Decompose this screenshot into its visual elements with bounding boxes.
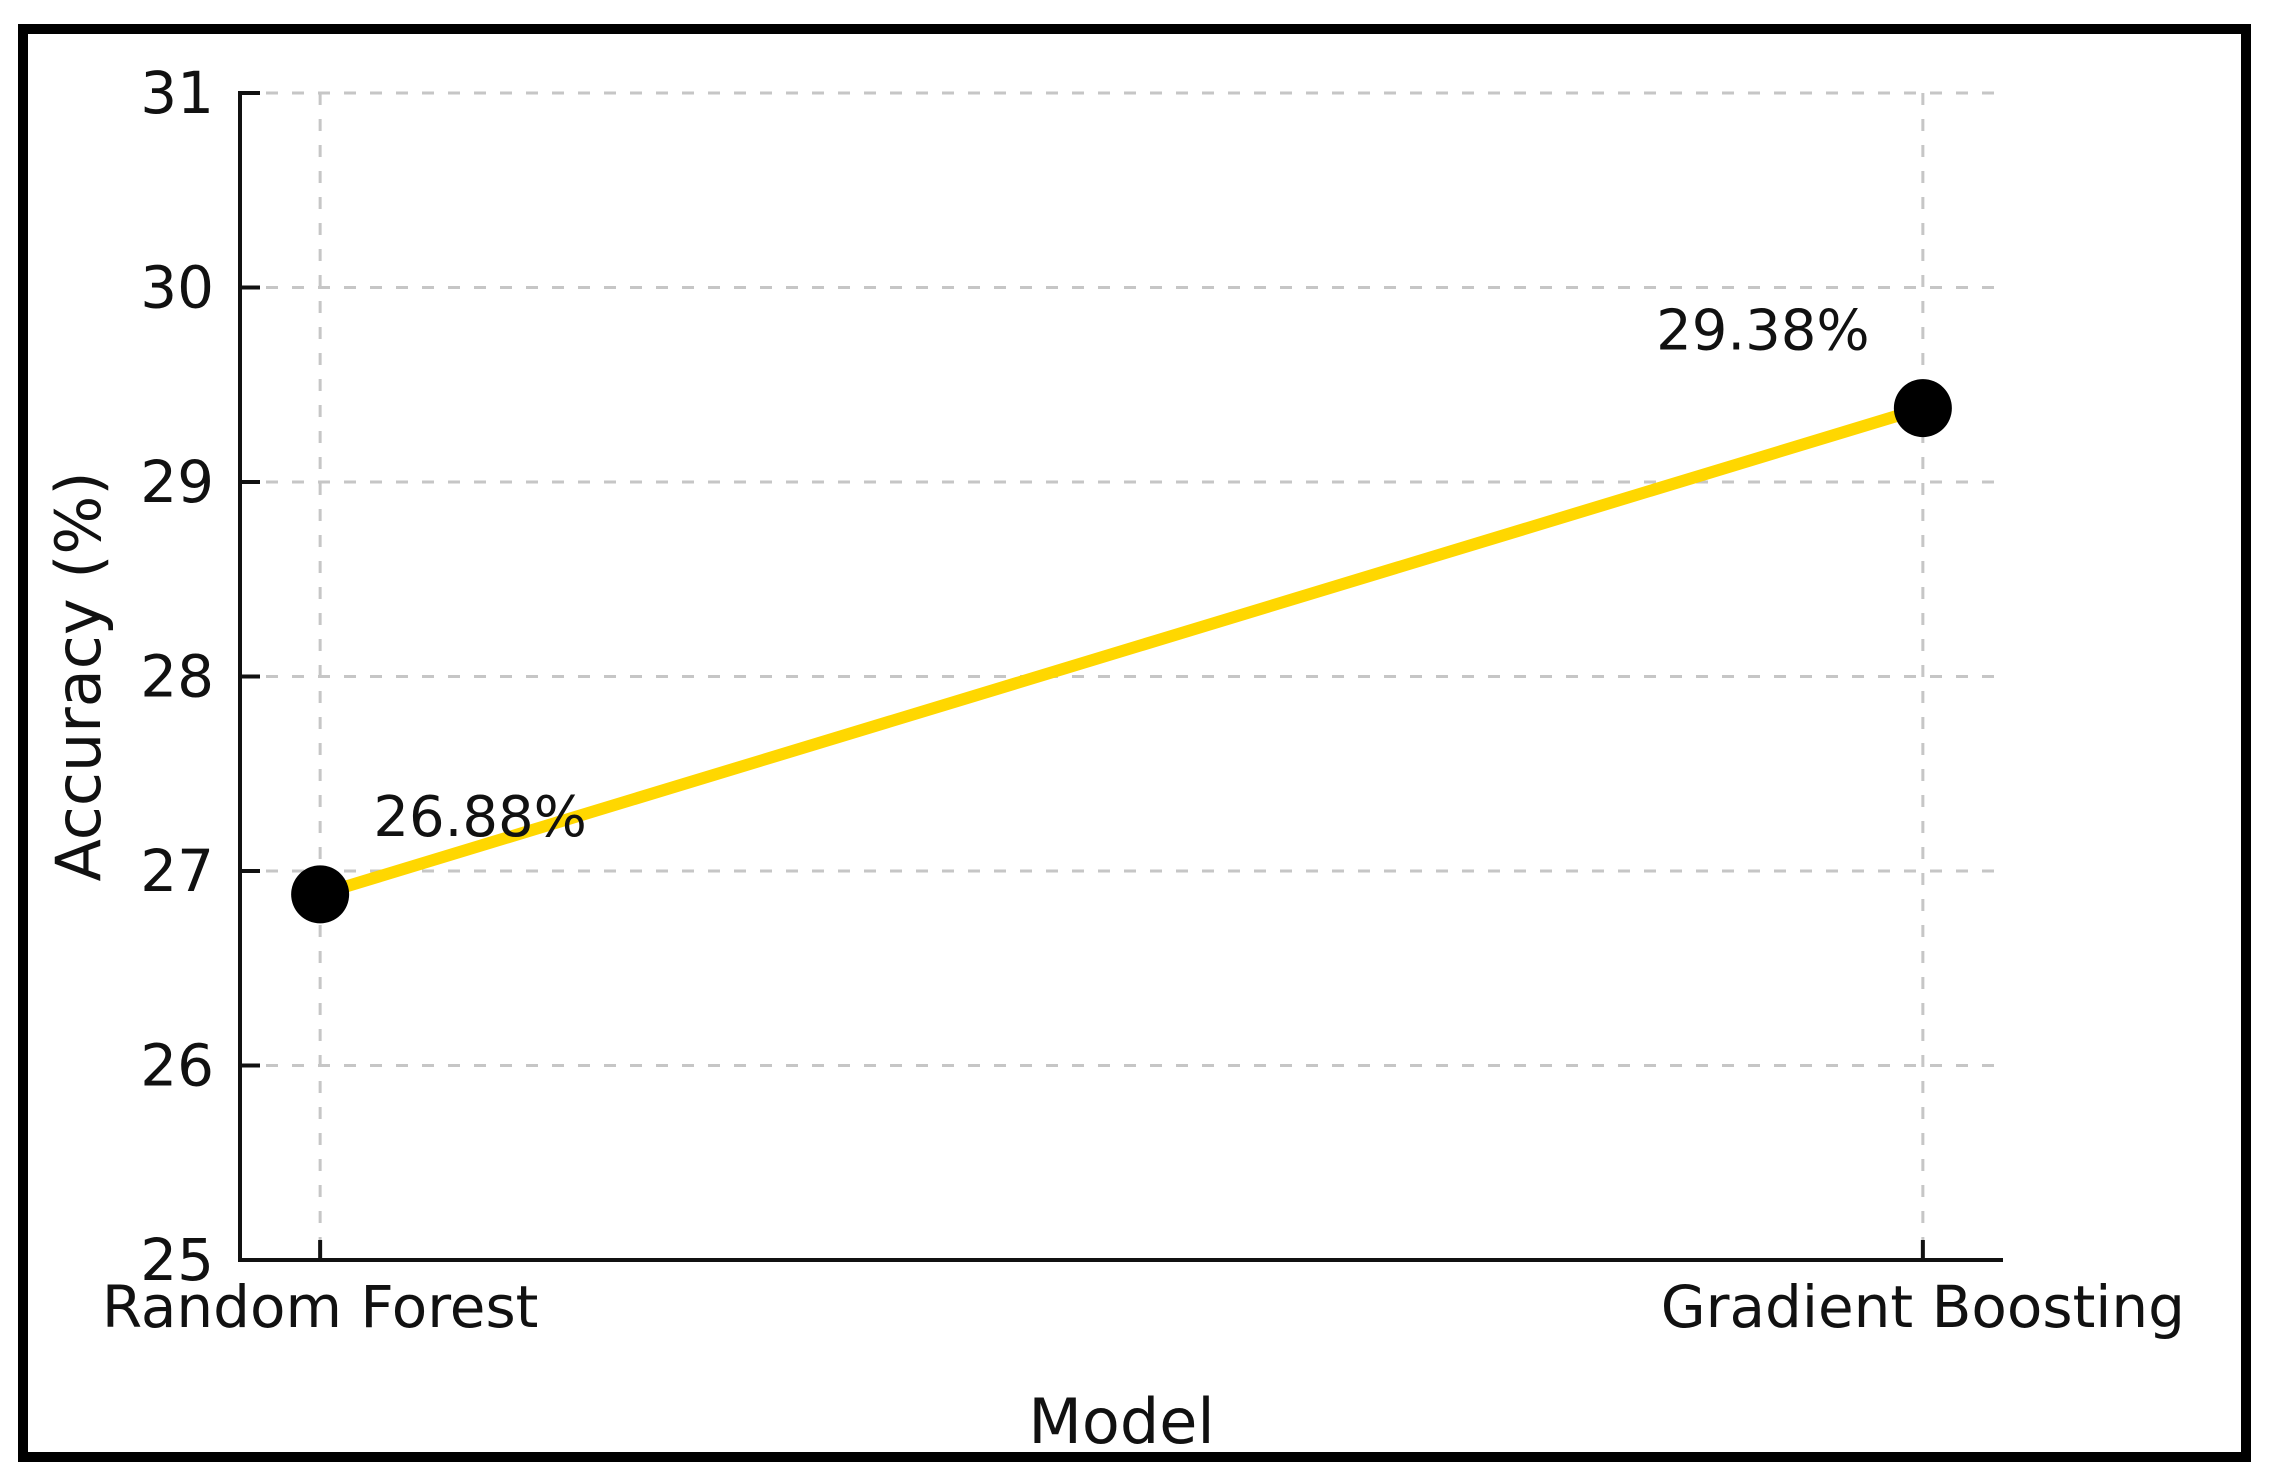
y-tick-label: 27 bbox=[140, 837, 214, 905]
y-tick-label: 31 bbox=[140, 59, 214, 127]
data-point-marker bbox=[1893, 379, 1952, 438]
grid-layer bbox=[240, 91, 2003, 1260]
figure-border bbox=[18, 24, 2251, 1462]
data-layer bbox=[291, 379, 1952, 924]
tick-layer bbox=[240, 91, 1925, 1262]
y-tick-label: 30 bbox=[140, 254, 214, 322]
data-point-annotation: 29.38% bbox=[1656, 299, 1870, 364]
y-tick-label: 29 bbox=[140, 448, 214, 516]
y-tick-label: 25 bbox=[140, 1226, 214, 1294]
y-axis-title: Accuracy (%) bbox=[42, 471, 115, 881]
accuracy-series-line bbox=[314, 402, 1929, 901]
data-point-marker bbox=[291, 865, 350, 924]
label-layer: 25 26 27 28 29 30 31 Random Forest Gradient Boos… bbox=[42, 59, 2185, 1458]
y-tick-label: 26 bbox=[140, 1032, 214, 1100]
x-axis-title: Model bbox=[1028, 1385, 1214, 1458]
x-tick-label: Gradient Boosting bbox=[1661, 1273, 2185, 1341]
y-tick-label: 28 bbox=[140, 643, 214, 711]
x-tick-label: Random Forest bbox=[102, 1273, 539, 1341]
data-point-annotation: 26.88% bbox=[373, 785, 587, 850]
